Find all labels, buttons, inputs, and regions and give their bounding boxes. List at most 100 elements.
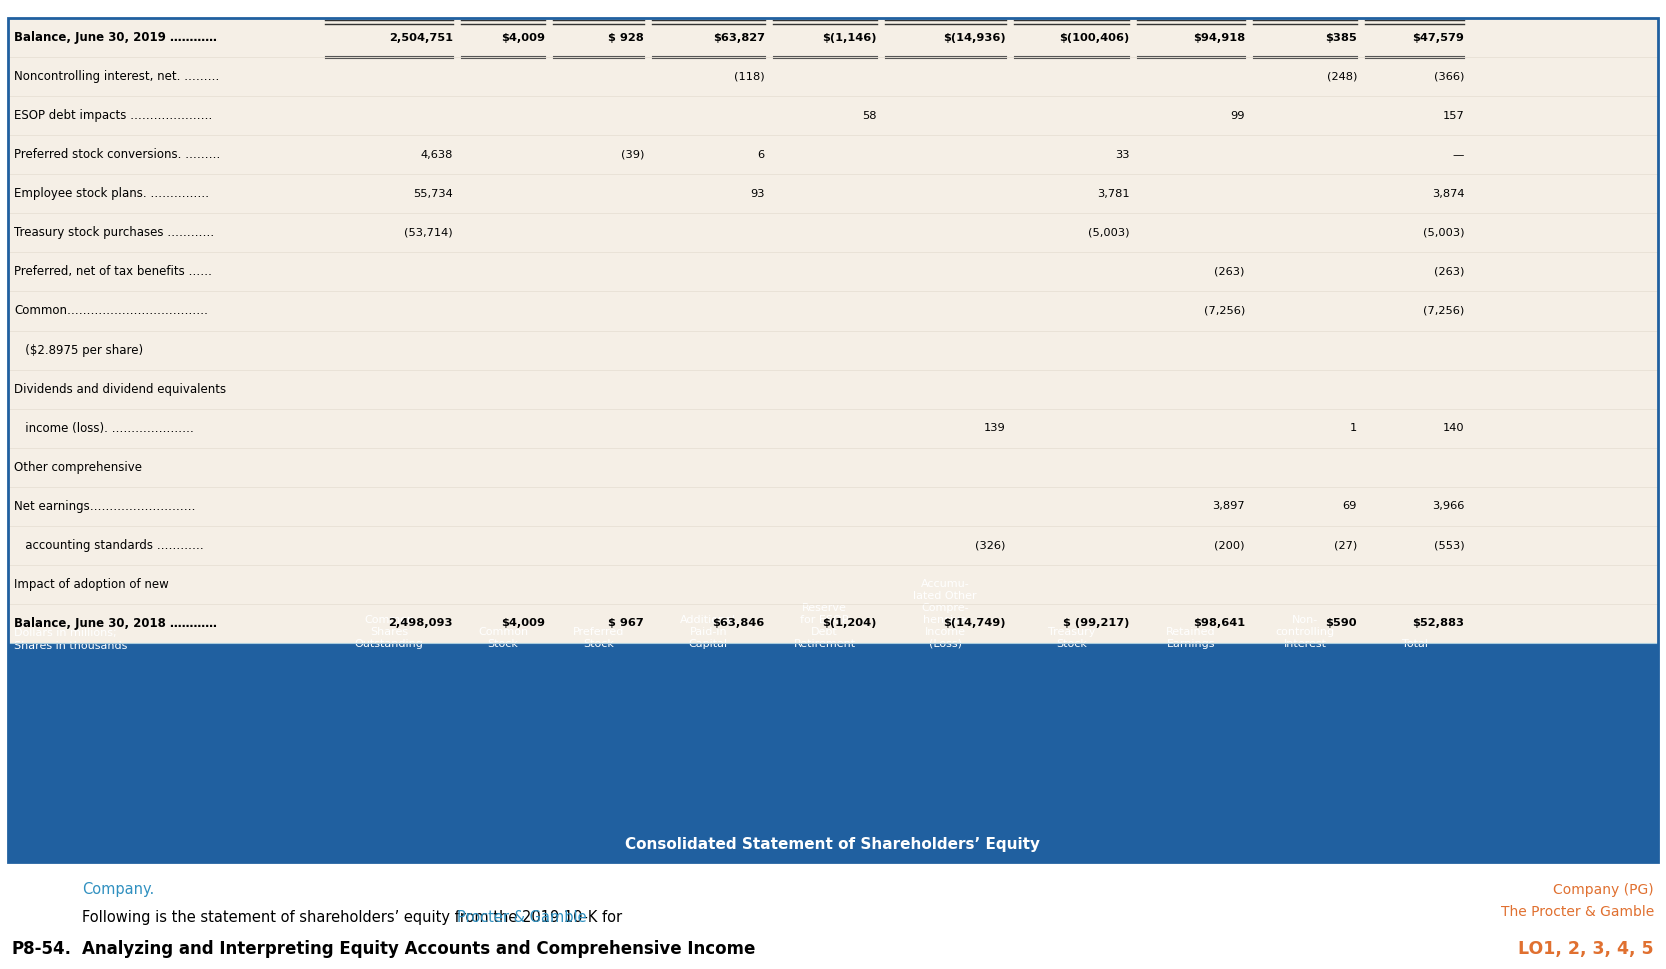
Bar xyxy=(8,18,1658,862)
Text: Impact of adoption of new: Impact of adoption of new xyxy=(13,578,168,591)
Bar xyxy=(8,96,1658,136)
Text: Common………………………………: Common……………………………… xyxy=(13,304,208,318)
Text: Dollars in millions;
Shares in thousands: Dollars in millions; Shares in thousands xyxy=(13,628,127,651)
Text: Preferred
Stock: Preferred Stock xyxy=(573,627,625,649)
Text: 69: 69 xyxy=(1343,501,1358,512)
Text: —: — xyxy=(1453,150,1464,160)
Text: Additional
Paid-in
Capital: Additional Paid-in Capital xyxy=(680,615,736,649)
Text: 58: 58 xyxy=(863,110,876,121)
Text: 2,504,751: 2,504,751 xyxy=(388,33,453,43)
Text: 2,498,093: 2,498,093 xyxy=(388,618,453,629)
Text: $63,827: $63,827 xyxy=(713,33,765,43)
Text: $(14,749): $(14,749) xyxy=(943,618,1006,629)
Text: 6: 6 xyxy=(758,150,765,160)
Text: $ 928: $ 928 xyxy=(608,33,645,43)
Text: Treasury
Stock: Treasury Stock xyxy=(1048,627,1095,649)
Bar xyxy=(8,292,1658,330)
Text: Common
Stock: Common Stock xyxy=(478,627,528,649)
Text: 157: 157 xyxy=(1443,110,1464,121)
Bar xyxy=(8,330,1658,369)
Bar xyxy=(8,565,1658,604)
Text: ($2.8975 per share): ($2.8975 per share) xyxy=(13,344,143,357)
Text: $ (99,217): $ (99,217) xyxy=(1063,618,1130,629)
Text: (118): (118) xyxy=(735,72,765,81)
Text: $47,579: $47,579 xyxy=(1413,33,1464,43)
Text: Company (PG): Company (PG) xyxy=(1553,883,1654,897)
Text: Dividends and dividend equivalents: Dividends and dividend equivalents xyxy=(13,383,227,395)
Text: (263): (263) xyxy=(1215,266,1245,277)
Text: $4,009: $4,009 xyxy=(501,618,545,629)
Text: Company.: Company. xyxy=(82,882,155,897)
Bar xyxy=(8,486,1658,526)
Text: $94,918: $94,918 xyxy=(1193,33,1245,43)
Bar xyxy=(8,213,1658,252)
Bar xyxy=(8,136,1658,174)
Bar xyxy=(8,18,1658,57)
Text: Balance, June 30, 2019 …………: Balance, June 30, 2019 ………… xyxy=(13,31,217,44)
Text: income (loss). …………………: income (loss). ………………… xyxy=(13,422,193,435)
Text: Consolidated Statement of Shareholders’ Equity: Consolidated Statement of Shareholders’ … xyxy=(625,837,1041,853)
Bar xyxy=(8,526,1658,565)
Text: Preferred stock conversions. ………: Preferred stock conversions. ……… xyxy=(13,148,220,161)
Text: (263): (263) xyxy=(1434,266,1464,277)
Text: Reserve
for ESOP
Debt
Retirement: Reserve for ESOP Debt Retirement xyxy=(793,603,856,649)
Text: (5,003): (5,003) xyxy=(1423,228,1464,237)
Text: (553): (553) xyxy=(1434,541,1464,550)
Text: 93: 93 xyxy=(750,189,765,199)
Text: Following is the statement of shareholders’ equity from the 2019 10-K for: Following is the statement of shareholde… xyxy=(82,910,626,925)
Bar xyxy=(8,18,1658,862)
Bar xyxy=(8,252,1658,292)
Text: $63,846: $63,846 xyxy=(713,618,765,629)
Text: Procter & Gamble: Procter & Gamble xyxy=(456,910,586,925)
Bar xyxy=(8,448,1658,486)
Text: Treasury stock purchases …………: Treasury stock purchases ………… xyxy=(13,227,215,239)
Text: $(100,406): $(100,406) xyxy=(1060,33,1130,43)
Text: 3,966: 3,966 xyxy=(1431,501,1464,512)
Text: (326): (326) xyxy=(975,541,1006,550)
Text: 3,781: 3,781 xyxy=(1096,189,1130,199)
Text: $590: $590 xyxy=(1326,618,1358,629)
Text: (248): (248) xyxy=(1326,72,1358,81)
Text: $ 967: $ 967 xyxy=(608,618,645,629)
Text: $385: $385 xyxy=(1324,33,1358,43)
Text: (7,256): (7,256) xyxy=(1203,306,1245,316)
Text: Retained
Earnings: Retained Earnings xyxy=(1166,627,1216,649)
Text: (200): (200) xyxy=(1215,541,1245,550)
Bar xyxy=(8,409,1658,448)
Text: Other comprehensive: Other comprehensive xyxy=(13,460,142,474)
Text: (5,003): (5,003) xyxy=(1088,228,1130,237)
Bar xyxy=(8,604,1658,643)
Text: $4,009: $4,009 xyxy=(501,33,545,43)
Text: 140: 140 xyxy=(1443,423,1464,433)
Text: 3,897: 3,897 xyxy=(1213,501,1245,512)
Text: 55,734: 55,734 xyxy=(413,189,453,199)
Bar xyxy=(8,369,1658,409)
Text: 3,874: 3,874 xyxy=(1431,189,1464,199)
Text: 139: 139 xyxy=(985,423,1006,433)
Text: 4,638: 4,638 xyxy=(420,150,453,160)
Text: $52,883: $52,883 xyxy=(1413,618,1464,629)
Text: $(1,146): $(1,146) xyxy=(823,33,876,43)
Text: 1: 1 xyxy=(1349,423,1358,433)
Text: Preferred, net of tax benefits ……: Preferred, net of tax benefits …… xyxy=(13,266,212,278)
Text: Common
Shares
Outstanding: Common Shares Outstanding xyxy=(355,615,423,649)
Text: Balance, June 30, 2018 …………: Balance, June 30, 2018 ………… xyxy=(13,617,217,630)
Text: Net earnings………………………: Net earnings……………………… xyxy=(13,500,195,513)
Bar xyxy=(8,174,1658,213)
Text: (39): (39) xyxy=(621,150,645,160)
Text: $(14,936): $(14,936) xyxy=(943,33,1006,43)
Text: The Procter & Gamble: The Procter & Gamble xyxy=(1501,905,1654,919)
Text: (27): (27) xyxy=(1334,541,1358,550)
Text: $(1,204): $(1,204) xyxy=(823,618,876,629)
Bar xyxy=(8,57,1658,96)
Text: Analyzing and Interpreting Equity Accounts and Comprehensive Income: Analyzing and Interpreting Equity Accoun… xyxy=(82,940,755,958)
Text: Noncontrolling interest, net. ………: Noncontrolling interest, net. ……… xyxy=(13,70,220,83)
Text: (366): (366) xyxy=(1434,72,1464,81)
Text: (7,256): (7,256) xyxy=(1423,306,1464,316)
Text: 33: 33 xyxy=(1115,150,1130,160)
Text: $98,641: $98,641 xyxy=(1193,618,1245,629)
Text: Accumu-
lated Other
Compre-
hensive
Income
(Loss): Accumu- lated Other Compre- hensive Inco… xyxy=(913,579,976,649)
Text: (53,714): (53,714) xyxy=(405,228,453,237)
Text: 99: 99 xyxy=(1230,110,1245,121)
Text: ESOP debt impacts …………………: ESOP debt impacts ………………… xyxy=(13,109,212,122)
